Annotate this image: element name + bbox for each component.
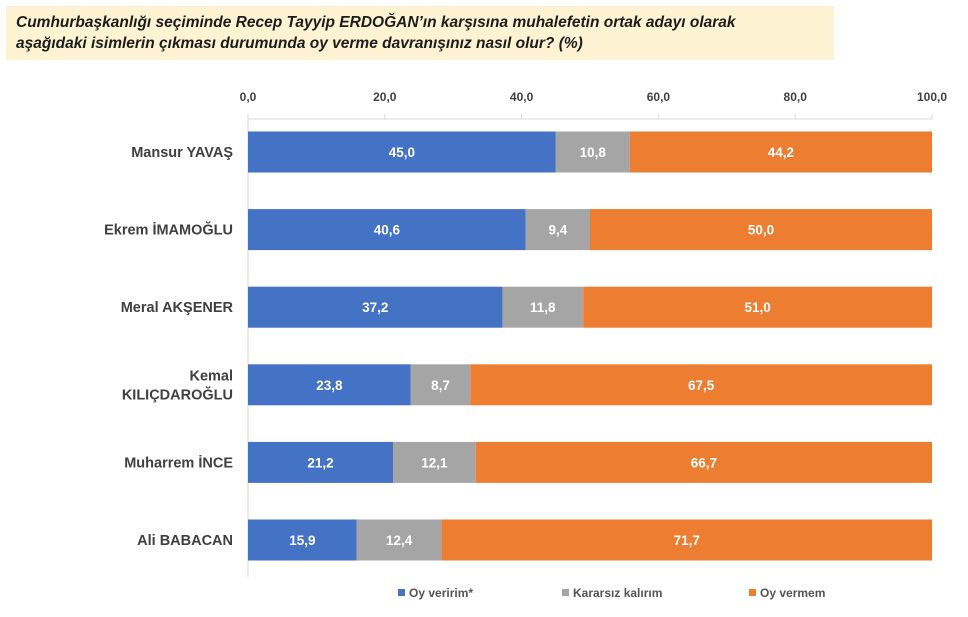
chart-title-line-1: Cumhurbaşkanlığı seçiminde Recep Tayyip … [16,14,736,31]
x-tick-label: 20,0 [373,90,397,104]
bar-segment [629,131,932,173]
x-tick-label: 40,0 [510,90,534,104]
data-label: 23,8 [316,378,343,393]
chart-title-line-2: aşağıdaki isimlerin çıkması durumunda oy… [16,35,583,52]
data-label: 15,9 [289,533,315,548]
data-label: 10,8 [580,145,607,160]
legend-swatch [749,589,756,596]
legend-swatch [562,589,569,596]
data-label: 37,2 [362,300,388,315]
category-label: Mansur YAVAŞ [131,145,233,161]
bar-segment [248,131,556,173]
data-label: 45,0 [389,145,415,160]
bar-segment [248,286,503,328]
data-label: 66,7 [691,455,717,470]
x-tick-label: 60,0 [647,90,671,104]
bar-segment [248,209,526,251]
x-tick-label: 100,0 [917,90,947,104]
category-label: Ali BABACAN [137,533,233,549]
bar-segment [410,364,471,406]
bar-segment [555,131,630,173]
x-tick-label: 80,0 [784,90,808,104]
bar-segment [470,364,932,406]
data-label: 67,5 [688,378,715,393]
data-label: 21,2 [307,455,333,470]
bar-segment [475,441,932,483]
data-label: 12,1 [421,455,448,470]
data-label: 40,6 [374,223,401,238]
bar-segment [393,441,476,483]
bar-segment [248,441,394,483]
data-label: 51,0 [744,300,770,315]
data-label: 8,7 [431,378,450,393]
bar-segment [441,519,932,561]
x-tick-label: 0,0 [240,90,257,104]
bar-segment [248,519,357,561]
bar-segment [502,286,584,328]
legend-label: Oy vermem [760,586,825,600]
data-label: 50,0 [748,223,774,238]
category-label: Kemal [189,368,233,384]
legend-label: Kararsız kalırım [573,586,662,600]
category-label: Meral AKŞENER [121,300,234,316]
data-label: 9,4 [548,223,567,238]
bar-segment [248,364,411,406]
chart-title-box: Cumhurbaşkanlığı seçiminde Recep Tayyip … [6,6,834,60]
bar-segment [583,286,932,328]
data-label: 44,2 [768,145,794,160]
legend-label: Oy veririm* [409,586,473,600]
data-label: 12,4 [386,533,413,548]
data-label: 11,8 [530,300,556,315]
bar-segment [525,209,590,251]
category-label: Ekrem İMAMOĞLU [104,221,233,239]
category-label: KILIÇDAROĞLU [122,385,233,403]
legend-swatch [398,589,405,596]
category-label: Muharrem İNCE [124,454,233,471]
bar-segment [590,209,932,251]
data-label: 71,7 [674,533,700,548]
bar-segment [356,519,442,561]
